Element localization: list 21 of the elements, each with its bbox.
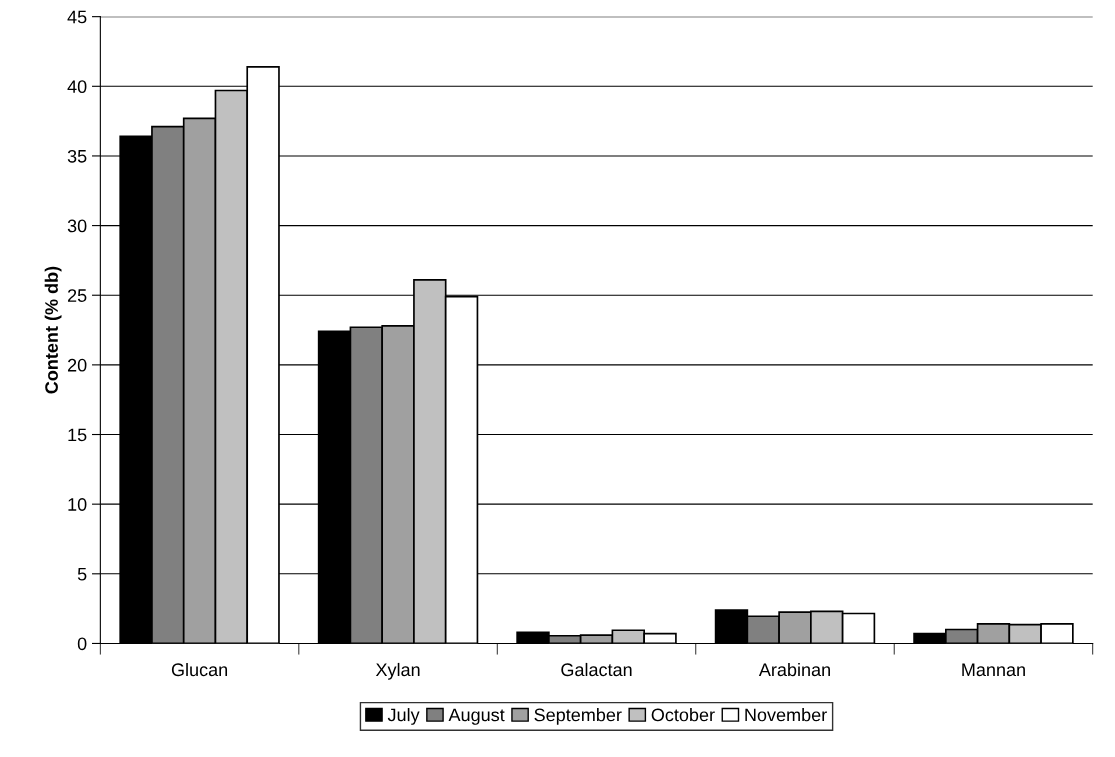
y-tick-label: 30 xyxy=(67,219,87,233)
y-tick-label: 40 xyxy=(67,80,87,94)
legend-label: November xyxy=(745,708,827,722)
x-tick-label: Mannan xyxy=(962,663,1025,677)
x-tick-label: Galactan xyxy=(561,662,632,677)
x-tick-label: Arabinan xyxy=(758,662,830,677)
x-tick-label: Xylan xyxy=(375,662,420,680)
legend-label: July xyxy=(387,708,420,725)
y-tick-label: 20 xyxy=(67,358,87,372)
y-axis-title: Content (% db) xyxy=(44,266,62,394)
y-tick-label: 35 xyxy=(67,149,87,163)
y-tick-label: 25 xyxy=(67,289,87,302)
y-tick-label: 15 xyxy=(68,428,87,442)
y-tick-label: 45 xyxy=(67,10,87,24)
legend-label: October xyxy=(651,708,715,722)
x-tick-label: Glucan xyxy=(171,662,228,677)
y-tick-label: 0 xyxy=(77,637,87,651)
y-tick-label: 5 xyxy=(77,567,87,581)
legend-label: August xyxy=(448,708,505,725)
legend-label: September xyxy=(534,708,622,725)
y-tick-label: 10 xyxy=(68,498,87,511)
